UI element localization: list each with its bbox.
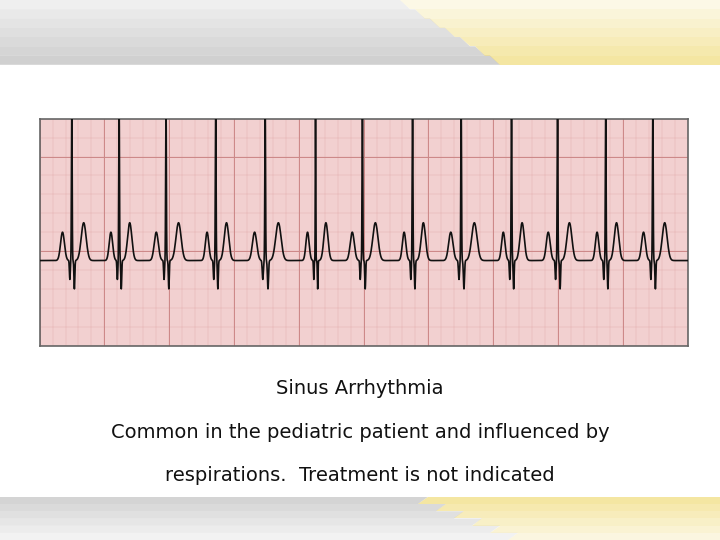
Polygon shape (445, 28, 720, 37)
Text: Common in the pediatric patient and influenced by: Common in the pediatric patient and infl… (111, 422, 609, 442)
Polygon shape (418, 497, 720, 504)
Polygon shape (0, 497, 428, 504)
Polygon shape (0, 28, 455, 37)
Polygon shape (400, 0, 720, 9)
Polygon shape (0, 18, 440, 28)
Polygon shape (0, 525, 500, 533)
Text: respirations.  Treatment is not indicated: respirations. Treatment is not indicated (165, 465, 555, 485)
Polygon shape (0, 37, 470, 46)
Polygon shape (490, 56, 720, 65)
Polygon shape (0, 9, 425, 18)
Text: Sinus Arrhythmia: Sinus Arrhythmia (276, 379, 444, 399)
Polygon shape (472, 518, 720, 525)
Polygon shape (454, 511, 720, 518)
Polygon shape (475, 46, 720, 56)
Polygon shape (490, 525, 720, 533)
Polygon shape (430, 18, 720, 28)
Polygon shape (0, 511, 464, 518)
Polygon shape (0, 504, 446, 511)
Polygon shape (0, 56, 500, 65)
Polygon shape (0, 0, 410, 9)
Polygon shape (0, 518, 482, 525)
Polygon shape (436, 504, 720, 511)
Polygon shape (460, 37, 720, 46)
Polygon shape (508, 533, 720, 540)
Polygon shape (0, 533, 518, 540)
Polygon shape (0, 46, 485, 56)
Polygon shape (415, 9, 720, 18)
